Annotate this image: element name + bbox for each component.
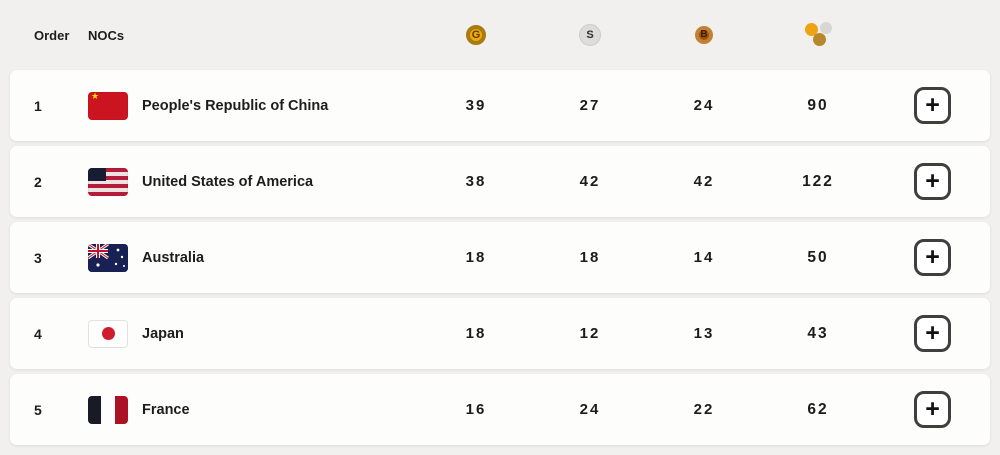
rank-value: 2	[34, 173, 42, 190]
noc-name: People's Republic of China	[142, 97, 329, 114]
gold-count: 18	[465, 249, 487, 266]
bronze-count: 22	[693, 401, 715, 418]
flag-united-states-icon	[88, 167, 128, 196]
gold-medal-icon[interactable]: G	[466, 25, 486, 45]
silver-count: 24	[579, 401, 601, 418]
total-count: 90	[807, 96, 829, 114]
gold-count: 39	[465, 97, 487, 114]
order-column-header: Order	[34, 27, 70, 43]
noc-cell: Australia	[78, 243, 419, 272]
total-count: 50	[807, 248, 829, 266]
silver-dot-icon	[820, 21, 832, 34]
bronze-dot-icon	[813, 32, 826, 46]
table-header: Order NOCs G S B	[10, 0, 990, 70]
rank-value: 4	[34, 325, 42, 342]
silver-medal-icon[interactable]: S	[579, 24, 601, 46]
expand-row-button[interactable]: +	[914, 239, 951, 276]
medal-table: Order NOCs G S B 1 ★ People's Republic o…	[10, 0, 990, 445]
gold-medal-letter: G	[471, 28, 481, 41]
table-row: 4 Japan 18 12 13 43 +	[10, 298, 990, 369]
gold-count: 18	[465, 325, 487, 342]
silver-count: 12	[579, 325, 601, 342]
gold-dot-icon	[805, 22, 818, 36]
noc-name: Japan	[142, 325, 184, 342]
total-count: 122	[802, 172, 834, 190]
expand-row-button[interactable]: +	[914, 391, 951, 428]
noc-name: Australia	[142, 249, 205, 266]
bronze-count: 24	[693, 97, 715, 114]
silver-count: 27	[579, 97, 601, 114]
noc-cell: France	[78, 395, 419, 424]
bronze-count: 42	[693, 173, 715, 190]
noc-cell: Japan	[78, 319, 419, 348]
table-row: 3 A	[10, 222, 990, 293]
table-row: 2 United States of America 38 42 42 122 …	[10, 146, 990, 217]
nocs-column-header: NOCs	[88, 27, 125, 43]
expand-row-button[interactable]: +	[914, 163, 951, 200]
flag-japan-icon	[88, 319, 128, 348]
flag-france-icon	[88, 395, 128, 424]
noc-cell: ★ People's Republic of China	[78, 91, 419, 120]
total-count: 43	[807, 324, 829, 342]
gold-count: 16	[465, 401, 487, 418]
flag-china-icon: ★	[88, 91, 128, 120]
noc-name: United States of America	[142, 173, 314, 190]
expand-row-button[interactable]: +	[914, 315, 951, 352]
total-count: 62	[807, 400, 829, 418]
silver-count: 42	[579, 173, 601, 190]
silver-count: 18	[579, 249, 601, 266]
rank-value: 1	[34, 97, 42, 114]
gold-count: 38	[465, 173, 487, 190]
bronze-medal-icon[interactable]: B	[695, 26, 713, 44]
rank-value: 5	[34, 401, 42, 418]
bronze-medal-letter: B	[700, 29, 708, 40]
rank-value: 3	[34, 249, 42, 266]
silver-medal-letter: S	[586, 28, 594, 41]
bronze-count: 14	[693, 249, 715, 266]
bronze-count: 13	[693, 325, 715, 342]
total-medals-icon[interactable]	[802, 21, 834, 49]
noc-cell: United States of America	[78, 167, 419, 196]
noc-name: France	[142, 401, 190, 418]
flag-australia-icon	[88, 243, 128, 272]
table-row: 5 France 16 24 22 62 +	[10, 374, 990, 445]
expand-row-button[interactable]: +	[914, 87, 951, 124]
table-row: 1 ★ People's Republic of China 39 27 24 …	[10, 70, 990, 141]
